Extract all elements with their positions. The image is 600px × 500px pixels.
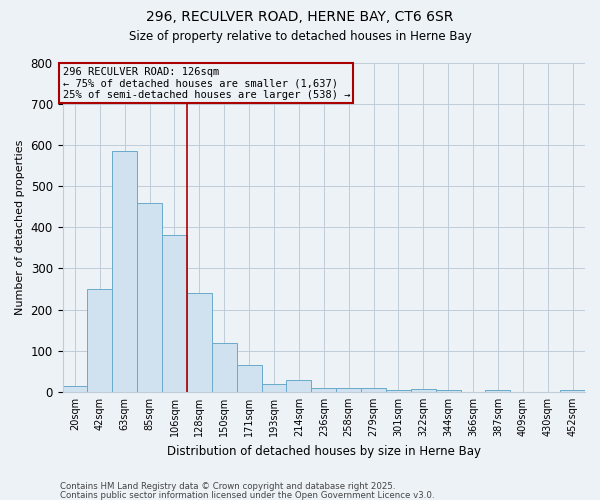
Bar (137, 202, 162, 392)
Bar (112, 151, 137, 392)
Bar (311, 388, 336, 392)
Bar (286, 380, 311, 392)
Bar (236, 365, 262, 392)
Bar (336, 388, 361, 392)
Text: 296 RECULVER ROAD: 126sqm
← 75% of detached houses are smaller (1,637)
25% of se: 296 RECULVER ROAD: 126sqm ← 75% of detac… (62, 66, 350, 100)
Text: Contains public sector information licensed under the Open Government Licence v3: Contains public sector information licen… (60, 491, 434, 500)
Bar (62, 386, 88, 392)
Bar (212, 342, 236, 392)
Bar (88, 289, 112, 392)
Bar (560, 390, 585, 392)
Y-axis label: Number of detached properties: Number of detached properties (15, 140, 25, 315)
Text: 296, RECULVER ROAD, HERNE BAY, CT6 6SR: 296, RECULVER ROAD, HERNE BAY, CT6 6SR (146, 10, 454, 24)
X-axis label: Distribution of detached houses by size in Herne Bay: Distribution of detached houses by size … (167, 444, 481, 458)
Bar (411, 388, 436, 392)
Bar (386, 390, 411, 392)
Bar (187, 293, 212, 392)
Bar (162, 236, 187, 392)
Text: Size of property relative to detached houses in Herne Bay: Size of property relative to detached ho… (128, 30, 472, 43)
Bar (485, 390, 511, 392)
Text: Contains HM Land Registry data © Crown copyright and database right 2025.: Contains HM Land Registry data © Crown c… (60, 482, 395, 491)
Bar (436, 390, 461, 392)
Bar (361, 388, 386, 392)
Bar (262, 384, 286, 392)
